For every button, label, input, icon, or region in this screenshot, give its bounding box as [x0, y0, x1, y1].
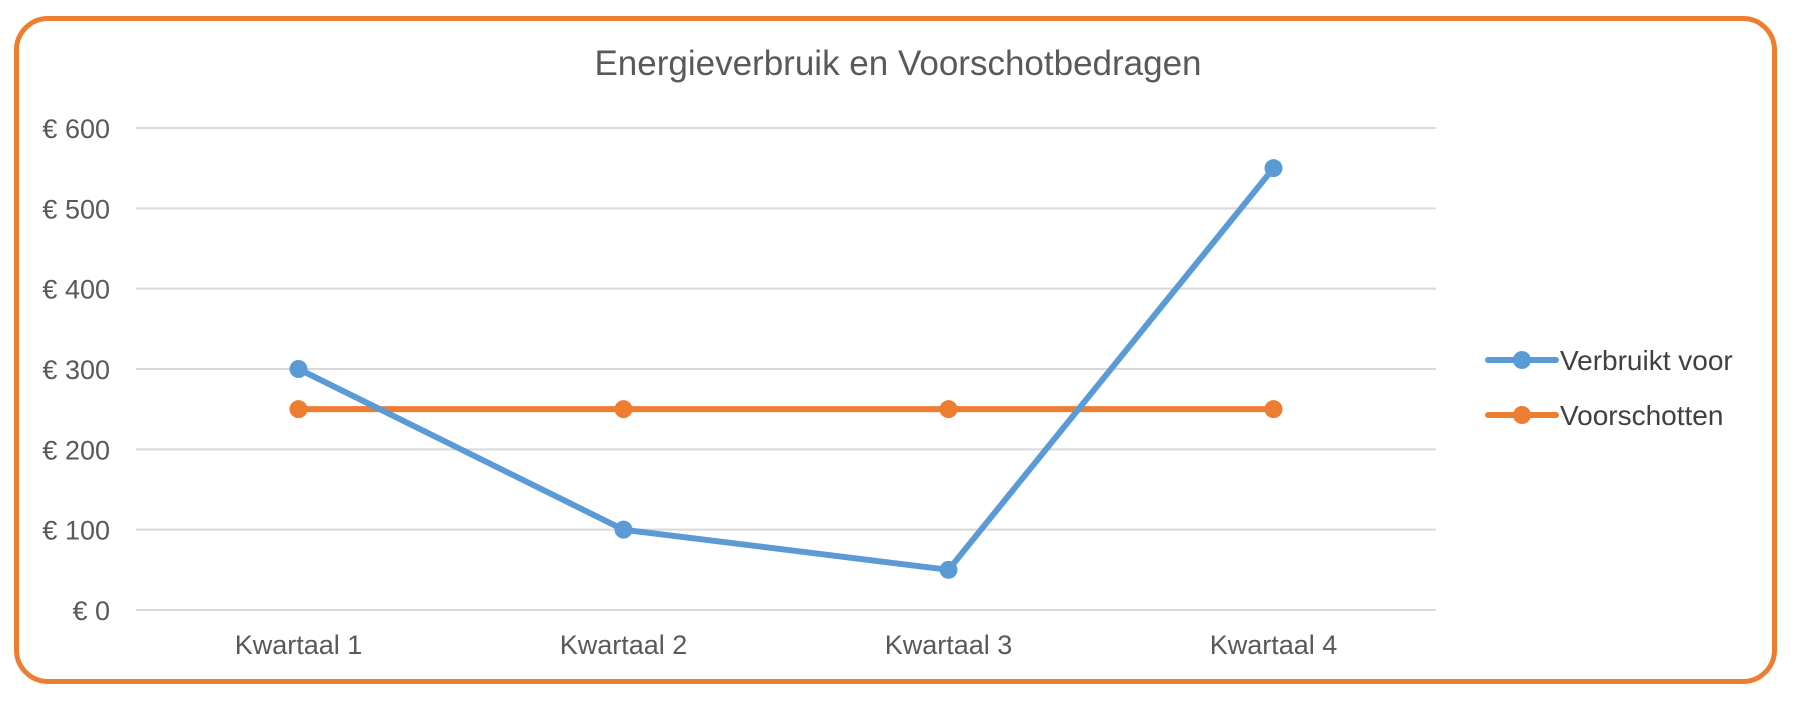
legend: Verbruikt voor Voorschotten	[1485, 345, 1733, 431]
y-tick-label: € 500	[42, 194, 110, 224]
legend-item: Verbruikt voor	[1485, 345, 1733, 376]
data-point	[939, 560, 958, 579]
y-tick-label: € 100	[42, 516, 110, 546]
series-group	[289, 400, 1283, 419]
data-point	[939, 400, 958, 419]
y-tick-label: € 300	[42, 355, 110, 385]
legend-label: Voorschotten	[1560, 400, 1723, 431]
y-tick-label: € 200	[42, 435, 110, 465]
gridlines	[136, 127, 1436, 611]
legend-swatch-marker	[1513, 351, 1531, 369]
legend-item: Voorschotten	[1485, 400, 1723, 431]
legend-label: Verbruikt voor	[1560, 345, 1733, 376]
x-tick-label: Kwartaal 3	[885, 630, 1013, 660]
data-point	[1264, 400, 1283, 419]
x-tick-label: Kwartaal 2	[560, 630, 688, 660]
data-point	[289, 400, 308, 419]
x-tick-label: Kwartaal 1	[235, 630, 363, 660]
y-tick-label: € 400	[42, 275, 110, 305]
data-point	[614, 400, 633, 419]
data-point	[614, 520, 633, 539]
series-group	[289, 159, 1283, 579]
x-tick-label: Kwartaal 4	[1210, 630, 1338, 660]
series-line	[295, 165, 1277, 573]
chart-title: Energieverbruik en Voorschotbedragen	[594, 44, 1201, 83]
y-tick-label: € 600	[42, 114, 110, 144]
legend-swatch-marker	[1513, 406, 1531, 424]
y-tick-label: € 0	[72, 596, 110, 626]
data-point	[289, 360, 308, 378]
data-point	[1264, 159, 1283, 178]
series-lines	[289, 159, 1283, 579]
y-axis-tick-labels: € 0 € 100 € 200 € 300 € 400 € 500 € 600	[42, 114, 110, 626]
x-axis-tick-labels: Kwartaal 1 Kwartaal 2 Kwartaal 3 Kwartaal 4	[235, 630, 1338, 660]
